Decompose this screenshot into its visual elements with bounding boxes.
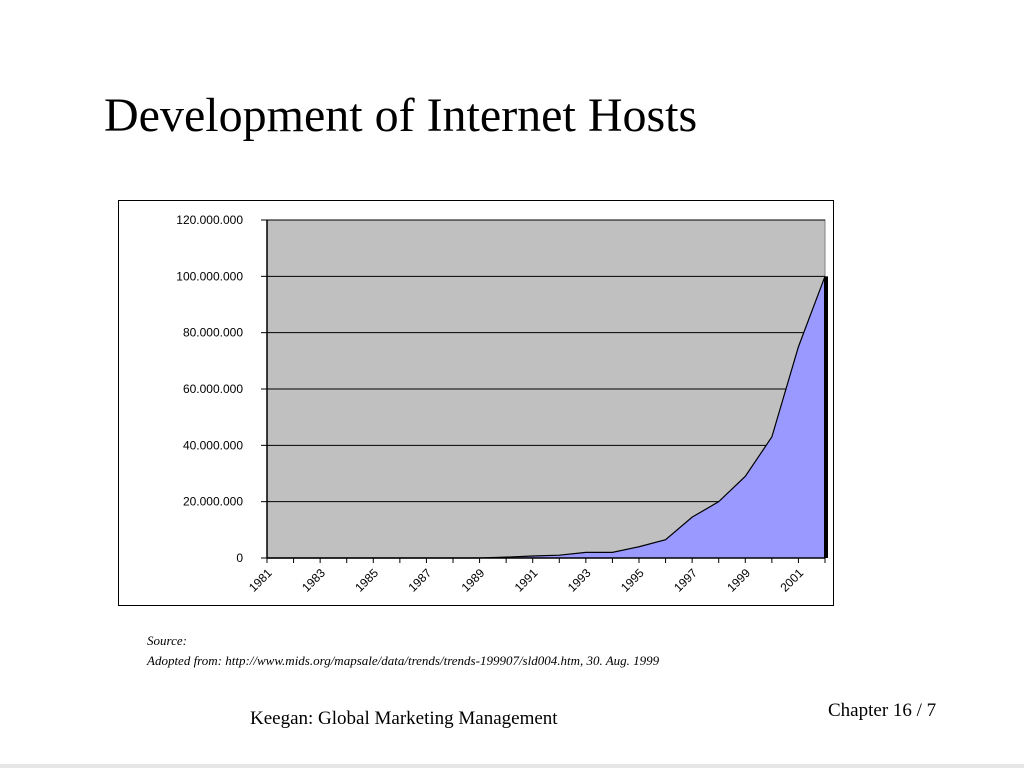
y-tick-label-1: 20.000.000 — [183, 495, 243, 509]
x-tick-label-3: 1987 — [405, 566, 434, 595]
y-tick-label-4: 80.000.000 — [183, 326, 243, 340]
y-tick-label-0: 0 — [236, 551, 243, 565]
x-tick-label-1: 1983 — [299, 566, 328, 595]
hosts-area — [267, 276, 825, 558]
x-tick-label-6: 1993 — [565, 566, 594, 595]
bottom-rule — [0, 764, 1024, 768]
source-note: Source: Adopted from: http://www.mids.or… — [147, 631, 659, 671]
x-tick-label-0: 1981 — [246, 566, 275, 595]
x-tick-label-10: 2001 — [777, 566, 806, 595]
x-tick-label-9: 1999 — [724, 566, 753, 595]
internet-hosts-chart: 0 20.000.000 40.000.000 60.000.000 80.000.00… — [118, 200, 834, 606]
x-tick-label-2: 1985 — [352, 566, 381, 595]
y-tick-label-2: 40.000.000 — [183, 438, 243, 452]
footer-chapter-page: Chapter 16 / 7 — [828, 700, 937, 721]
slide-title: Development of Internet Hosts — [104, 89, 698, 142]
y-tick-label-5: 100.000.000 — [176, 269, 243, 283]
x-tick-label-5: 1991 — [512, 566, 541, 595]
source-text: Adopted from: http://www.mids.org/mapsal… — [147, 653, 660, 668]
y-tick-label-3: 60.000.000 — [183, 382, 243, 396]
source-label: Source: — [147, 633, 187, 648]
y-tick-label-6: 120.000.000 — [176, 213, 243, 227]
chart-svg: 0 20.000.000 40.000.000 60.000.000 80.000.00… — [176, 213, 828, 595]
footer-book-title: Keegan: Global Marketing Management — [250, 708, 558, 729]
x-tick-label-7: 1995 — [618, 566, 647, 595]
x-tick-label-8: 1997 — [671, 566, 700, 595]
x-tick-label-4: 1989 — [459, 566, 488, 595]
